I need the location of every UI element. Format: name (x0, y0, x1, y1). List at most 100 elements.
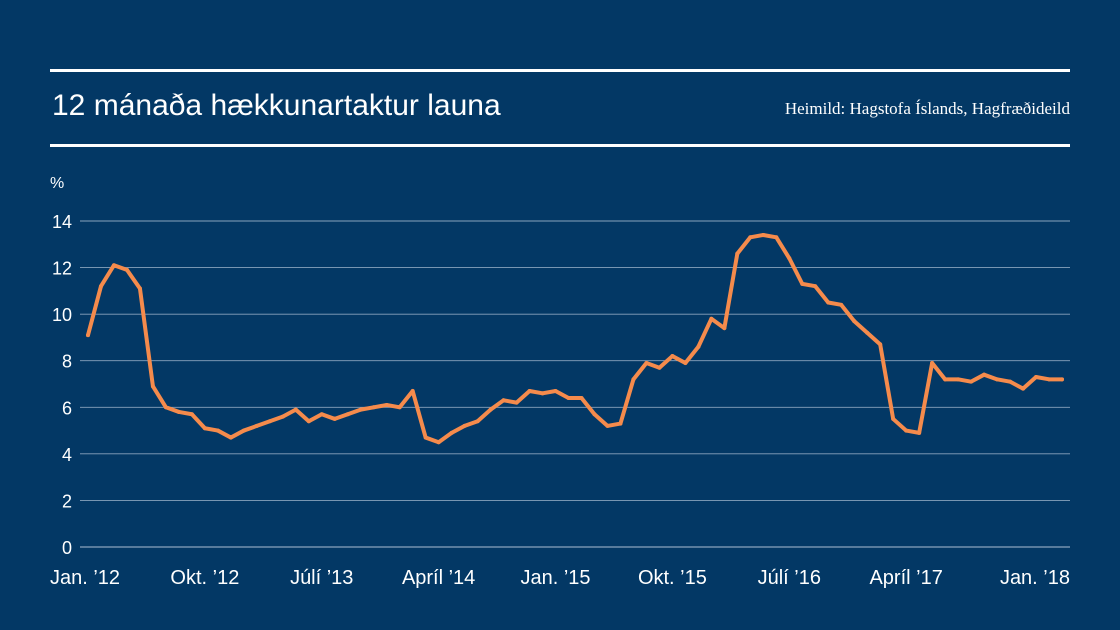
data-point (410, 388, 415, 393)
x-tick-label: Apríl ’17 (869, 567, 942, 589)
y-axis-unit-label: % (50, 175, 64, 192)
data-point (527, 388, 532, 393)
y-tick-label: 4 (62, 445, 72, 465)
data-point (618, 421, 623, 426)
source-note: Heimild: Hagstofa Íslands, Hagfræðideild (784, 99, 1070, 118)
data-point (371, 405, 376, 410)
data-point (995, 377, 1000, 382)
data-point (631, 377, 636, 382)
header-top-rule (50, 69, 1070, 72)
data-point (969, 379, 974, 384)
data-point (293, 407, 298, 412)
data-point (176, 409, 181, 414)
data-point (384, 402, 389, 407)
data-point (514, 400, 519, 405)
data-point (748, 235, 753, 240)
x-axis-ticks: Jan. ’12 Okt. ’12 Júlí ’13 Apríl ’14 Jan. ’1… (50, 567, 1070, 589)
x-tick-label: Apríl ’14 (402, 567, 475, 589)
data-point (761, 232, 766, 237)
x-tick-label: Jan. ’12 (50, 567, 120, 589)
data-point (163, 405, 168, 410)
data-point (800, 281, 805, 286)
x-tick-label: Júlí ’16 (758, 567, 821, 589)
data-point (878, 342, 883, 347)
data-point (644, 361, 649, 366)
data-point (86, 333, 90, 338)
x-tick-label: Jan. ’18 (1000, 567, 1070, 589)
data-point (319, 412, 324, 417)
data-point (1021, 386, 1026, 391)
data-point (826, 300, 831, 305)
data-point (488, 407, 493, 412)
data-point (397, 405, 402, 410)
data-point (462, 423, 467, 428)
data-point (306, 419, 311, 424)
data-point (709, 316, 714, 321)
series-line (86, 232, 1064, 445)
y-tick-label: 0 (62, 538, 72, 558)
data-point (449, 430, 454, 435)
data-point (865, 330, 870, 335)
data-point (1060, 377, 1064, 382)
data-point (670, 354, 675, 359)
data-point (332, 416, 337, 421)
data-point (956, 377, 961, 382)
y-tick-label: 2 (62, 491, 72, 511)
data-point (683, 361, 688, 366)
data-point (813, 284, 818, 289)
data-point (579, 395, 584, 400)
y-tick-label: 10 (52, 305, 72, 325)
data-point (228, 435, 233, 440)
x-tick-label: Júlí ’13 (290, 567, 353, 589)
data-point (982, 372, 987, 377)
data-point (202, 426, 207, 431)
data-point (267, 419, 272, 424)
data-point (124, 267, 129, 272)
data-point (553, 388, 558, 393)
data-point (423, 435, 428, 440)
data-point (1047, 377, 1052, 382)
data-point (475, 419, 480, 424)
y-tick-label: 12 (52, 259, 72, 279)
data-point (696, 344, 701, 349)
x-tick-label: Okt. ’15 (638, 567, 707, 589)
data-point (787, 256, 792, 261)
x-tick-label: Okt. ’12 (170, 567, 239, 589)
data-point (722, 326, 727, 331)
data-point (241, 428, 246, 433)
data-point (566, 395, 571, 400)
data-point (657, 365, 662, 370)
data-point (904, 428, 909, 433)
chart-gridlines (80, 220, 1070, 548)
data-point (254, 423, 259, 428)
data-point (943, 377, 948, 382)
data-point (280, 414, 285, 419)
data-point (839, 302, 844, 307)
data-point (345, 412, 350, 417)
data-point (605, 423, 610, 428)
data-point (891, 416, 896, 421)
data-point (137, 286, 142, 291)
y-tick-label: 8 (62, 352, 72, 372)
chart-title: 12 mánaða hækkunartaktur launa (52, 89, 501, 122)
data-point (150, 384, 155, 389)
data-point (98, 284, 103, 289)
y-tick-label: 14 (52, 212, 72, 232)
data-point (501, 398, 506, 403)
data-point (735, 251, 740, 256)
y-axis-ticks: 0 2 4 6 8 10 12 14 (52, 212, 72, 558)
data-point (917, 430, 922, 435)
x-tick-label: Jan. ’15 (520, 567, 590, 589)
data-point (592, 412, 597, 417)
header-bottom-rule (50, 144, 1070, 147)
data-point (358, 407, 363, 412)
data-point (774, 235, 779, 240)
data-point (1034, 375, 1039, 380)
series-points (86, 232, 1064, 445)
data-point (189, 412, 194, 417)
y-tick-label: 6 (62, 398, 72, 418)
data-point (540, 391, 545, 396)
data-point (436, 440, 441, 445)
data-point (1008, 379, 1013, 384)
